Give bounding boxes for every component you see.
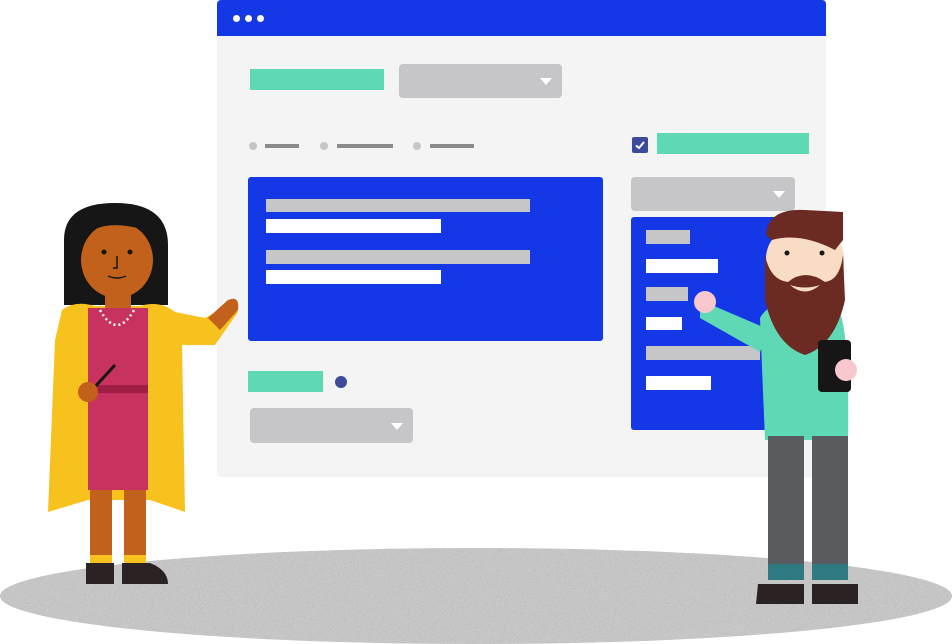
app-window [217,0,826,477]
tab-dot[interactable] [249,142,257,150]
chevron-down-icon [540,78,552,85]
list-line [646,259,718,273]
window-dot-icon[interactable] [245,15,252,22]
tab-dot[interactable] [413,142,421,150]
text-line [266,250,530,264]
dropdown-bottom[interactable] [250,408,413,443]
checkbox-label-placeholder [657,133,809,154]
tab-2[interactable] [337,144,393,148]
chevron-down-icon [391,423,403,430]
chevron-down-icon [773,191,785,198]
window-dot-icon[interactable] [233,15,240,22]
tab-1[interactable] [265,144,299,148]
window-dot-icon[interactable] [257,15,264,22]
dropdown-top[interactable] [399,64,562,98]
list-line [646,376,711,390]
label-placeholder [248,371,323,392]
text-line [266,199,530,212]
checkbox[interactable] [632,137,648,153]
text-line [266,270,441,284]
list-line [646,230,690,244]
radio-dot[interactable] [335,376,347,388]
title-bar [217,0,826,36]
text-line [266,219,441,233]
tab-3[interactable] [430,144,474,148]
check-icon [635,141,645,150]
list-line [646,317,682,330]
tab-dot[interactable] [320,142,328,150]
dropdown-right[interactable] [631,177,795,211]
label-placeholder [250,69,384,90]
list-line [646,287,688,301]
list-line [646,346,760,360]
content-card [248,177,603,341]
